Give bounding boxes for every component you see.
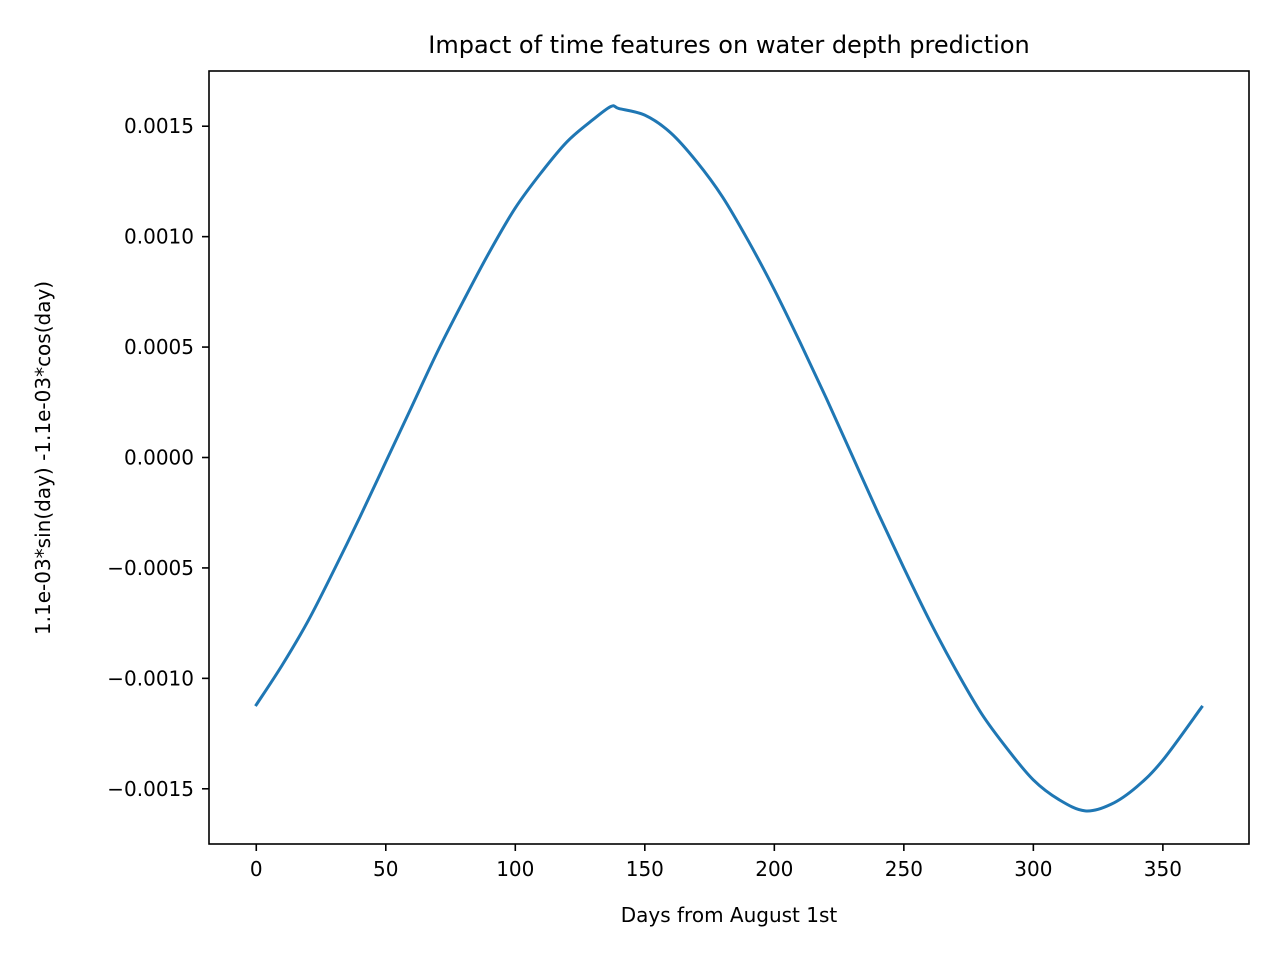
x-axis-label: Days from August 1st	[621, 903, 838, 927]
x-tick-label: 300	[1014, 857, 1052, 881]
plot-frame	[208, 70, 1250, 845]
y-tick-label: −0.0010	[107, 666, 194, 690]
series-line-0	[254, 104, 1204, 813]
y-tick-label: 0.0000	[124, 446, 194, 470]
x-tick-label: 150	[626, 857, 664, 881]
x-tick-label: 350	[1144, 857, 1182, 881]
x-tick-label: 0	[250, 857, 263, 881]
chart-title: Impact of time features on water depth p…	[428, 31, 1029, 59]
x-axis: 0 50 100 150 200 250 300 350	[250, 844, 1182, 881]
y-tick-label: 0.0015	[124, 114, 194, 138]
y-tick-label: 0.0010	[124, 225, 194, 249]
y-axis-label: 1.1e-03*sin(day) -1.1e-03*cos(day)	[31, 281, 55, 635]
x-tick-label: 200	[755, 857, 793, 881]
x-tick-label: 100	[496, 857, 534, 881]
y-tick-label: −0.0005	[107, 556, 194, 580]
y-tick-label: −0.0015	[107, 777, 194, 801]
plot-area	[254, 104, 1204, 813]
y-tick-label: 0.0005	[124, 335, 194, 359]
y-axis: 0.0015 0.0010 0.0005 0.0000 −0.0005 −0.0010 −0…	[107, 114, 209, 801]
x-tick-label: 50	[373, 857, 398, 881]
x-tick-label: 250	[885, 857, 923, 881]
